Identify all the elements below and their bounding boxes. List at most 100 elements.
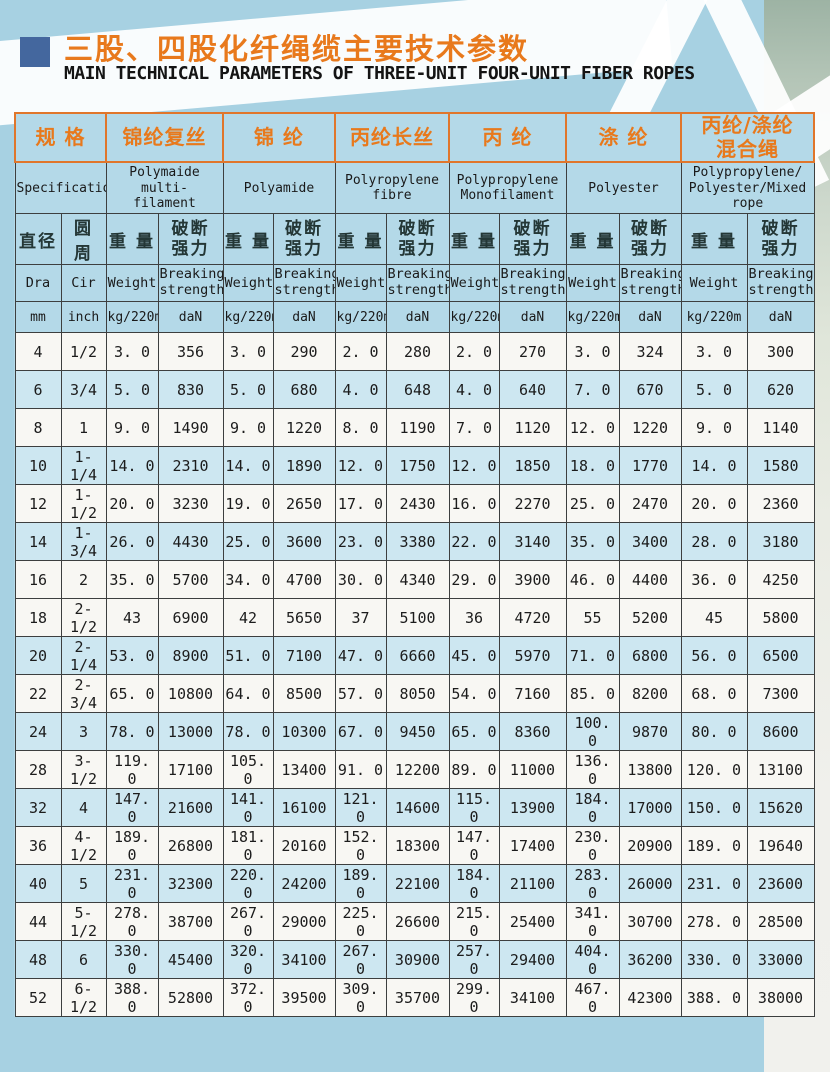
value-cell: 37 xyxy=(334,598,387,638)
value-cell: 3600 xyxy=(272,522,336,562)
value-cell: 5100 xyxy=(385,598,450,638)
value-cell: 356 xyxy=(157,332,224,372)
strength-header-en: Breaking strength xyxy=(272,264,336,303)
value-cell: 17000 xyxy=(618,788,682,828)
dia-header-zh: 直径 xyxy=(14,213,62,266)
cir-unit: inch xyxy=(60,301,107,334)
material-header-zh: 丙 纶 xyxy=(448,111,567,164)
material-header-en: Polypropylene Monofilament xyxy=(448,161,567,215)
value-cell: 1490 xyxy=(157,408,224,448)
value-cell: 43 xyxy=(105,598,159,638)
value-cell: 3140 xyxy=(498,522,567,562)
strength-unit: daN xyxy=(746,301,815,334)
value-cell: 4250 xyxy=(746,560,815,600)
diameter-cell: 4 xyxy=(14,332,62,372)
value-cell: 34100 xyxy=(272,940,336,980)
weight-unit: kg/220m xyxy=(222,301,274,334)
value-cell: 8050 xyxy=(385,674,450,714)
value-cell: 46. 0 xyxy=(565,560,620,600)
value-cell: 147. 0 xyxy=(448,826,500,866)
value-cell: 10300 xyxy=(272,712,336,752)
value-cell: 100. 0 xyxy=(565,712,620,752)
header-row-units: mm inch kg/220m daN kg/220m daN kg/220m … xyxy=(14,301,815,334)
value-cell: 25. 0 xyxy=(565,484,620,524)
value-cell: 181. 0 xyxy=(222,826,274,866)
value-cell: 8500 xyxy=(272,674,336,714)
value-cell: 2. 0 xyxy=(334,332,387,372)
diameter-cell: 44 xyxy=(14,902,62,942)
circumference-cell: 2 xyxy=(60,560,107,600)
value-cell: 85. 0 xyxy=(565,674,620,714)
value-cell: 388. 0 xyxy=(105,978,159,1018)
value-cell: 65. 0 xyxy=(105,674,159,714)
value-cell: 13000 xyxy=(157,712,224,752)
circumference-cell: 5-1/2 xyxy=(60,902,107,942)
diameter-cell: 6 xyxy=(14,370,62,410)
material-header-en: Polyester xyxy=(565,161,682,215)
value-cell: 278. 0 xyxy=(680,902,748,942)
value-cell: 1190 xyxy=(385,408,450,448)
value-cell: 29000 xyxy=(272,902,336,942)
value-cell: 12. 0 xyxy=(334,446,387,486)
value-cell: 80. 0 xyxy=(680,712,748,752)
value-cell: 57. 0 xyxy=(334,674,387,714)
value-cell: 2470 xyxy=(618,484,682,524)
value-cell: 136. 0 xyxy=(565,750,620,790)
value-cell: 22. 0 xyxy=(448,522,500,562)
value-cell: 36. 0 xyxy=(680,560,748,600)
value-cell: 7100 xyxy=(272,636,336,676)
value-cell: 22100 xyxy=(385,864,450,904)
value-cell: 5650 xyxy=(272,598,336,638)
value-cell: 5970 xyxy=(498,636,567,676)
value-cell: 12. 0 xyxy=(565,408,620,448)
value-cell: 45. 0 xyxy=(448,636,500,676)
material-header-zh: 锦纶复丝 xyxy=(105,111,224,164)
table-row: 52 6-1/2 388. 0 52800 372. 0 39500 309. 0 35700… xyxy=(14,978,815,1018)
strength-unit: daN xyxy=(385,301,450,334)
table-row: 16 2 35. 0 5700 34. 0 4700 30. 0 4340 29. 0 3900 4… xyxy=(14,560,815,600)
weight-header-zh: 重 量 xyxy=(565,213,620,266)
table-row: 44 5-1/2 278. 0 38700 267. 0 29000 225. 0 26600… xyxy=(14,902,815,942)
weight-header-en: Weight xyxy=(565,264,620,303)
value-cell: 231. 0 xyxy=(105,864,159,904)
value-cell: 47. 0 xyxy=(334,636,387,676)
value-cell: 2. 0 xyxy=(448,332,500,372)
circumference-cell: 6-1/2 xyxy=(60,978,107,1018)
diameter-cell: 52 xyxy=(14,978,62,1018)
table-row: 28 3-1/2 119. 0 17100 105. 0 13400 91. 0 12200 8… xyxy=(14,750,815,790)
value-cell: 184. 0 xyxy=(448,864,500,904)
strength-unit: daN xyxy=(498,301,567,334)
table-row: 48 6 330. 0 45400 320. 0 34100 267. 0 30900 257.… xyxy=(14,940,815,980)
value-cell: 2650 xyxy=(272,484,336,524)
value-cell: 32300 xyxy=(157,864,224,904)
value-cell: 12. 0 xyxy=(448,446,500,486)
value-cell: 105. 0 xyxy=(222,750,274,790)
value-cell: 65. 0 xyxy=(448,712,500,752)
strength-header-zh: 破断 强力 xyxy=(272,213,336,266)
material-header-zh: 锦 纶 xyxy=(222,111,336,164)
value-cell: 3. 0 xyxy=(222,332,274,372)
value-cell: 267. 0 xyxy=(334,940,387,980)
value-cell: 34. 0 xyxy=(222,560,274,600)
value-cell: 45400 xyxy=(157,940,224,980)
value-cell: 35. 0 xyxy=(565,522,620,562)
weight-header-en: Weight xyxy=(680,264,748,303)
spec-header-en: Specification xyxy=(14,161,107,215)
strength-header-en: Breaking strength xyxy=(385,264,450,303)
value-cell: 53. 0 xyxy=(105,636,159,676)
value-cell: 5200 xyxy=(618,598,682,638)
value-cell: 33000 xyxy=(746,940,815,980)
value-cell: 15620 xyxy=(746,788,815,828)
value-cell: 89. 0 xyxy=(448,750,500,790)
value-cell: 5. 0 xyxy=(680,370,748,410)
material-header-en: Polymaide multi- filament xyxy=(105,161,224,215)
dia-header-en: Dra xyxy=(14,264,62,303)
value-cell: 115. 0 xyxy=(448,788,500,828)
weight-header-en: Weight xyxy=(448,264,500,303)
weight-header-zh: 重 量 xyxy=(222,213,274,266)
value-cell: 257. 0 xyxy=(448,940,500,980)
weight-header-en: Weight xyxy=(222,264,274,303)
value-cell: 25. 0 xyxy=(222,522,274,562)
value-cell: 17400 xyxy=(498,826,567,866)
value-cell: 299. 0 xyxy=(448,978,500,1018)
